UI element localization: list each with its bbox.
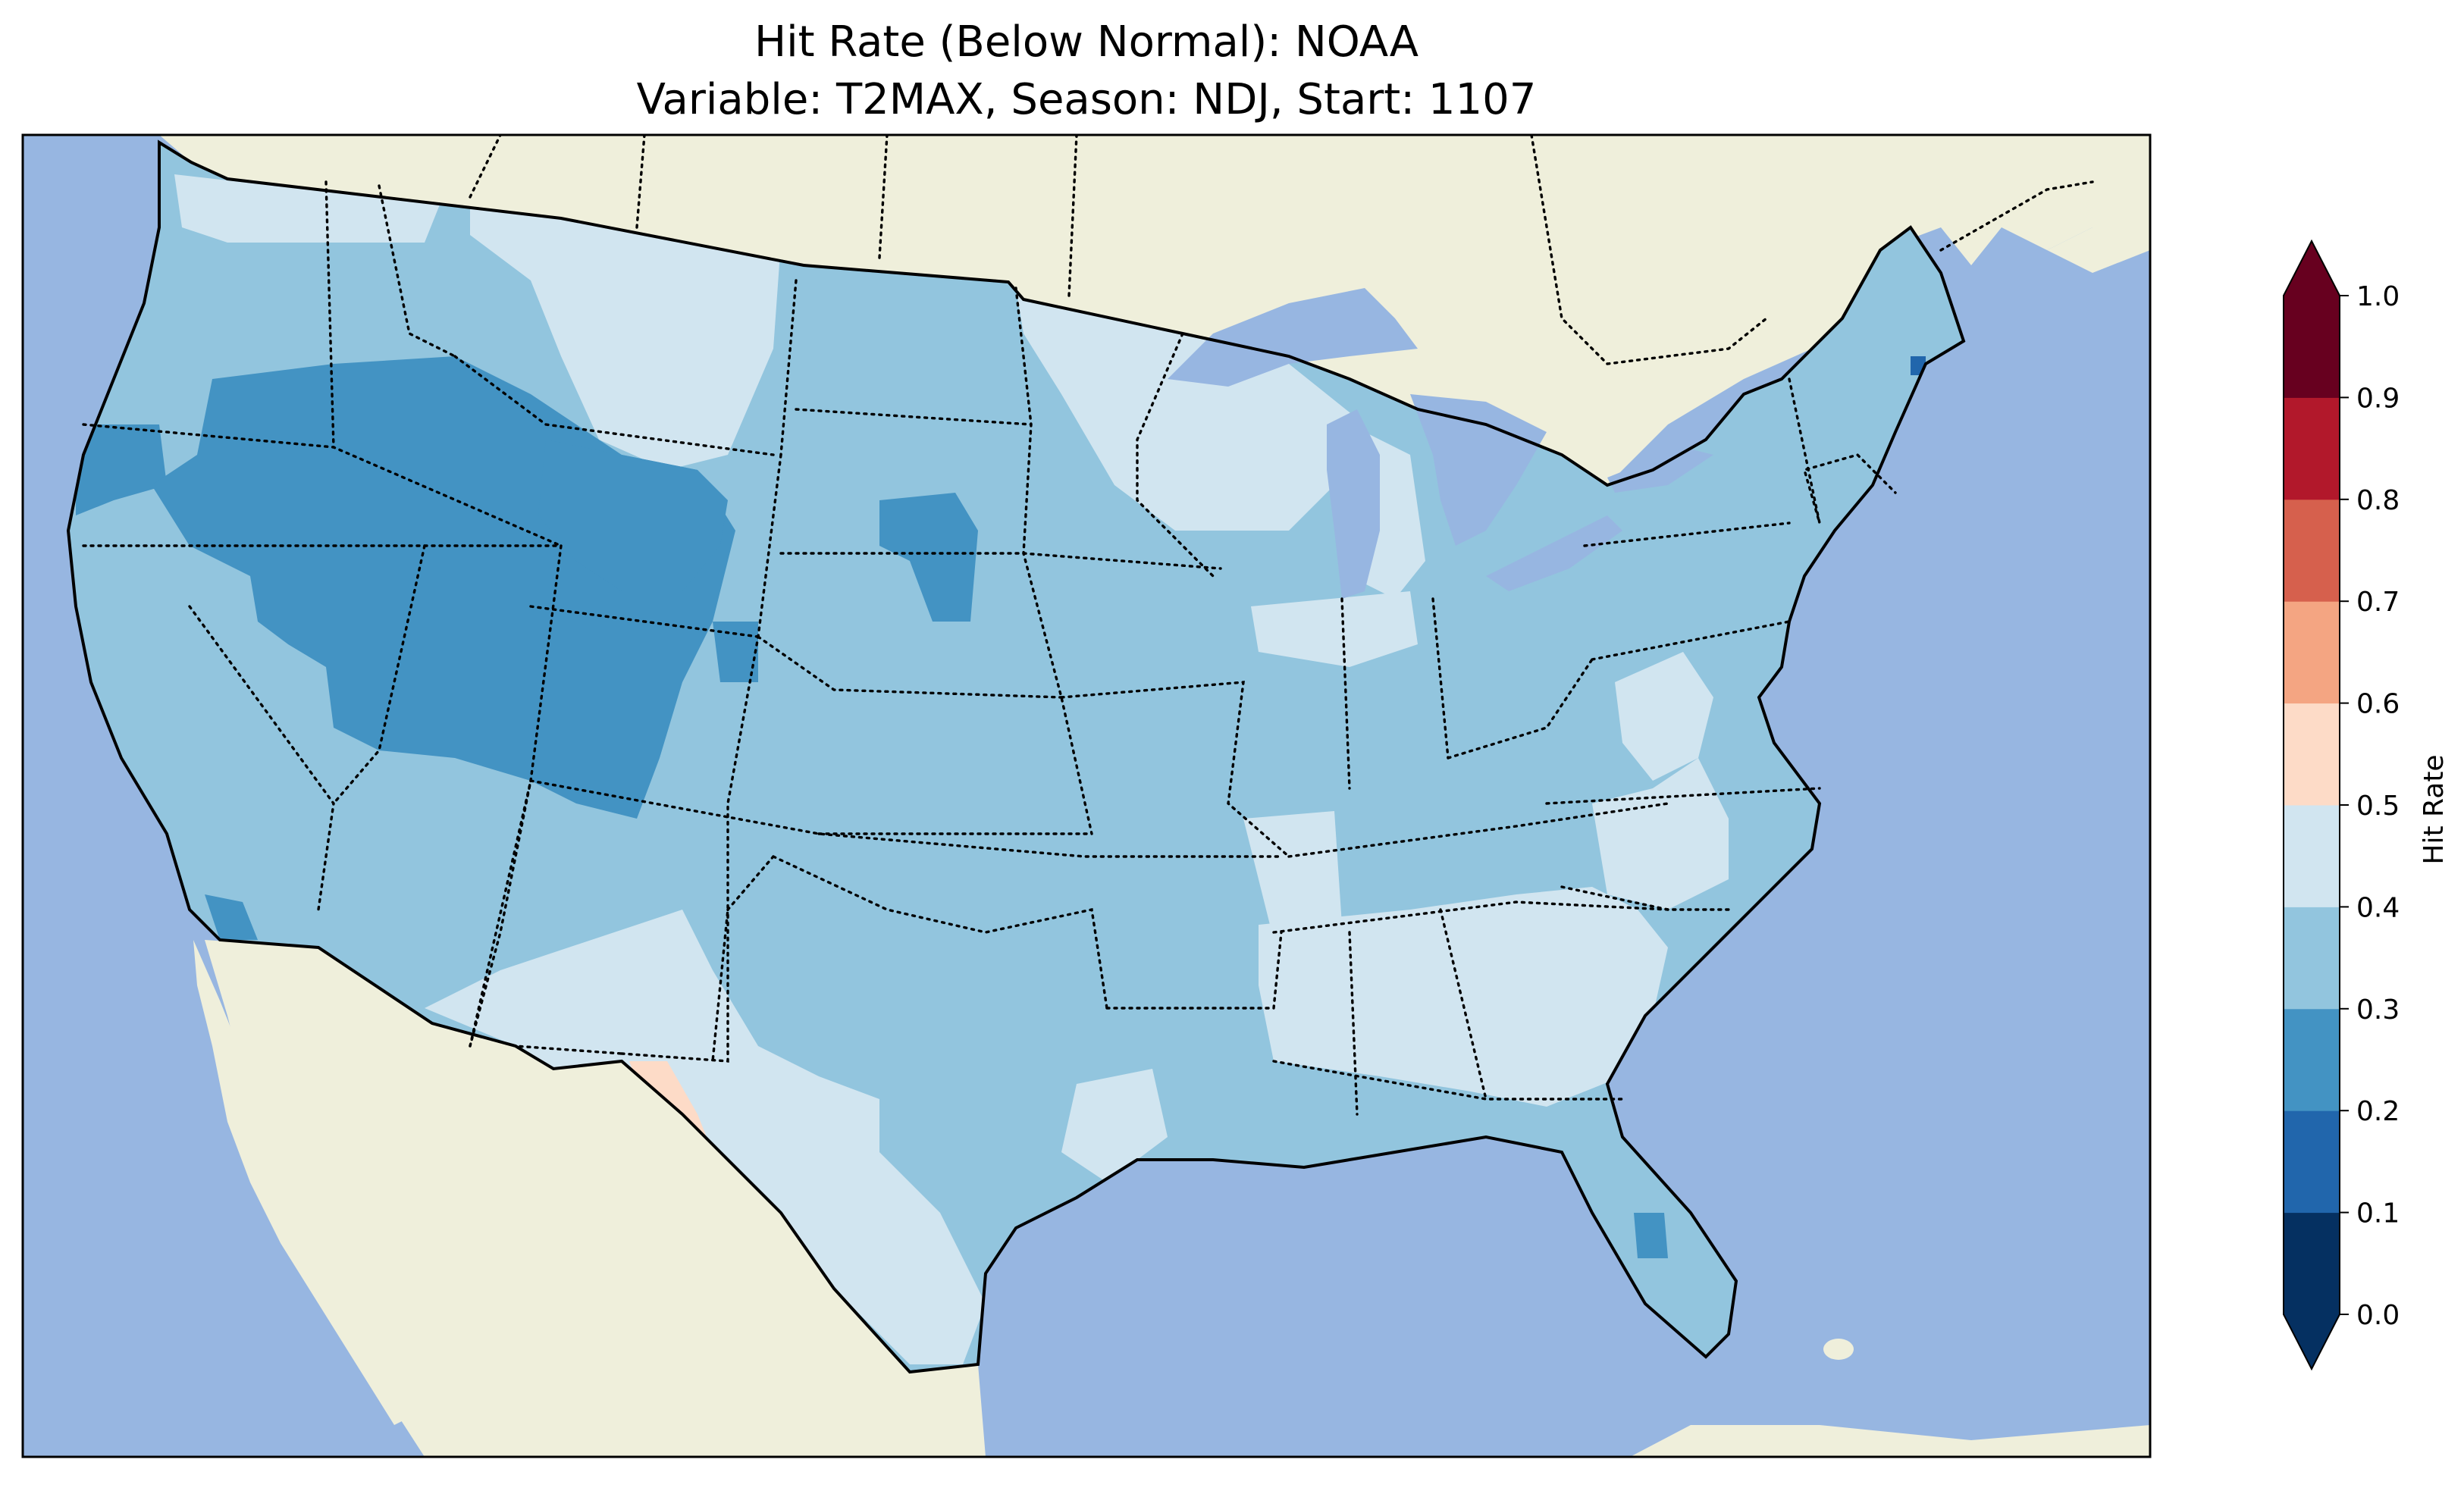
border-nd-sd	[795, 408, 1033, 426]
border-4corners-south	[529, 779, 1283, 858]
border-ca-nv	[188, 605, 335, 911]
border-pa-south	[1591, 620, 1791, 661]
border-mt-wy	[453, 355, 775, 456]
region-pnw-north	[174, 174, 440, 243]
lake-michigan	[1327, 409, 1380, 599]
colorbar-bin-5	[2284, 703, 2340, 806]
colorbar-bin-3	[2284, 907, 2340, 1010]
border-ok-tx	[772, 855, 1108, 1010]
colorbar-bin-8	[2284, 397, 2340, 500]
region-south-florida	[1634, 1213, 1668, 1258]
region-colorado-spot	[713, 622, 758, 682]
border-tn-south	[1272, 900, 1669, 934]
border-tn-north	[1287, 802, 1669, 858]
border-ut-co	[469, 544, 563, 1048]
lake-huron	[1410, 394, 1547, 546]
border-ab-sk	[635, 135, 646, 229]
region-carolinas	[1592, 758, 1729, 910]
colorbar-tick-label: 0.1	[2356, 1198, 2400, 1229]
border-id-mt	[378, 184, 456, 358]
colorbar-tick-label: 0.3	[2356, 994, 2400, 1026]
border-nm-tx	[620, 855, 775, 1063]
mexico-land	[205, 940, 986, 1457]
border-dakotas	[779, 279, 798, 456]
map-title-line-2: Variable: T2MAX, Season: NDJ, Start: 110…	[637, 75, 1537, 124]
caribbean-land	[1630, 1425, 2150, 1457]
border-mn-wi	[1136, 332, 1215, 578]
border-wa-id	[324, 180, 335, 449]
colorbar-label: Hit Rate	[2419, 754, 2450, 864]
border-on-qc	[1530, 135, 1768, 365]
border-al-ga	[1439, 908, 1487, 1101]
colorbar-extend-over	[2284, 241, 2340, 296]
border-il-in	[1340, 597, 1351, 790]
region-montana-plains	[470, 189, 781, 470]
colorbar-bin-6	[2284, 601, 2340, 704]
border-new-england	[1788, 377, 1897, 524]
border-ne-ks	[757, 635, 1063, 699]
border-wy-co	[529, 605, 760, 638]
bahamas-island	[1823, 1339, 1854, 1360]
border-sk-mb	[878, 135, 889, 259]
border-co-east	[711, 453, 782, 1063]
map-frame	[21, 133, 2152, 1458]
border-canada-us	[226, 177, 1010, 283]
border-nc-sc	[1560, 885, 1730, 911]
colorbar-tick-label: 0.6	[2356, 689, 2400, 720]
colorbar-tick-label: 0.8	[2356, 485, 2400, 516]
colorbar: 0.0 0.1 0.2 0.3 0.4 0.5 0.6 0.7 0.8 0.9 1.0	[2283, 239, 2400, 1371]
colorbar-tick-label: 0.0	[2356, 1300, 2400, 1331]
region-deep-south	[1259, 887, 1668, 1107]
border-mo	[1060, 681, 1290, 858]
colorbar-tick-label: 0.5	[2356, 791, 2400, 822]
maritime-land	[2047, 205, 2150, 273]
border-qc-maritime	[1939, 180, 2094, 252]
region-minnesota	[1016, 288, 1365, 531]
region-ms-valley	[1243, 811, 1342, 940]
colorbar-tick-label: 0.9	[2356, 383, 2400, 414]
border-nv-ut	[332, 544, 426, 805]
region-socal-coast	[205, 894, 258, 940]
colorbar-bin-9	[2284, 296, 2340, 398]
colorbar-bin-2	[2284, 1008, 2340, 1111]
border-mexico-us	[431, 1022, 623, 1055]
province-borders	[469, 135, 2094, 365]
map-area	[23, 135, 2150, 1457]
region-wyoming-core	[538, 440, 728, 591]
colorbar-tick-label: 0.7	[2356, 587, 2400, 618]
border-ar-la	[1105, 931, 1283, 1010]
colorbar-bin-4	[2284, 805, 2340, 907]
map-title-line-1: Hit Rate (Below Normal): NOAA	[754, 17, 1419, 67]
baja-land	[193, 940, 425, 1425]
region-oregon-coast	[76, 424, 167, 515]
region-indiana	[1251, 591, 1418, 667]
region-south-tx-east	[1061, 1069, 1168, 1182]
border-va-nc	[1545, 787, 1821, 805]
region-nebraska	[879, 493, 978, 622]
colorbar-bin-7	[2284, 499, 2340, 602]
border-gulf-states	[1272, 1060, 1624, 1101]
canada-land	[159, 135, 2150, 485]
colorbar-tick-label: 1.0	[2356, 281, 2400, 312]
colorbar-extend-under	[2284, 1314, 2340, 1369]
border-ms-al	[1348, 931, 1359, 1116]
colorbar-bin-0	[2284, 1212, 2340, 1315]
region-virginia-highlands	[1615, 652, 1713, 781]
colorbar-tick-label: 0.2	[2356, 1096, 2400, 1127]
border-wa-or	[82, 423, 563, 547]
colorbar-bin-1	[2284, 1110, 2340, 1214]
border-az-nm	[469, 779, 532, 1048]
state-borders	[82, 177, 1897, 1116]
lake-erie	[1486, 515, 1622, 591]
lake-ontario	[1607, 447, 1713, 493]
lake-superior	[1168, 288, 1418, 387]
border-ia	[1022, 552, 1222, 570]
colorbar-tick-label: 0.4	[2356, 892, 2400, 923]
